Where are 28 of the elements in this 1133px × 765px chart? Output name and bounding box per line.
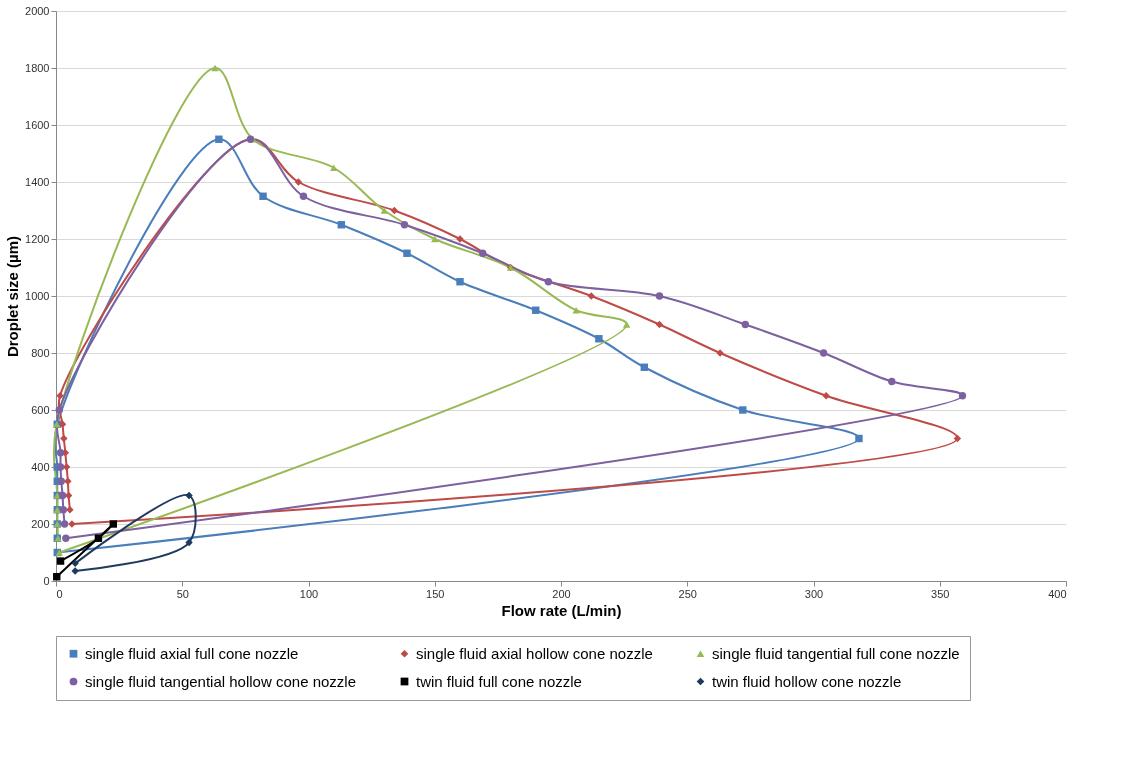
x-tick-label: 400 [1048, 587, 1067, 600]
x-tick-label: 350 [931, 587, 950, 600]
y-tick-label: 1000 [25, 289, 50, 302]
y-tick-label: 0 [43, 574, 50, 587]
y-tick-label: 400 [31, 460, 50, 473]
legend-label: single fluid tangential full cone nozzle [712, 644, 960, 662]
y-tick-label: 1400 [25, 175, 50, 188]
x-tick-label: 250 [678, 587, 697, 600]
y-tick-label: 800 [31, 346, 50, 359]
legend-label: single fluid tangential hollow cone nozzle [85, 672, 357, 690]
x-tick-label: 100 [299, 587, 319, 600]
y-tick-label: 200 [31, 517, 50, 530]
x-axis-title: Flow rate (L/min) [501, 601, 622, 619]
legend-label: twin fluid hollow cone nozzle [712, 672, 902, 690]
x-tick-label: 200 [552, 587, 571, 600]
y-tick-label: 1200 [25, 232, 50, 245]
legend-label: twin fluid full cone nozzle [416, 672, 582, 690]
y-tick-label: 1600 [25, 118, 50, 131]
y-tick-label: 2000 [25, 4, 50, 17]
x-tick-label: 0 [56, 587, 63, 600]
y-axis-title: Droplet size (µm) [4, 235, 22, 358]
x-tick-label: 300 [804, 587, 824, 600]
legend-label: single fluid axial hollow cone nozzle [416, 644, 653, 662]
y-tick-label: 600 [31, 403, 50, 416]
y-tick-label: 1800 [25, 61, 50, 74]
x-tick-label: 50 [176, 587, 189, 600]
x-tick-label: 150 [426, 587, 445, 600]
legend-label: single fluid axial full cone nozzle [85, 644, 299, 662]
